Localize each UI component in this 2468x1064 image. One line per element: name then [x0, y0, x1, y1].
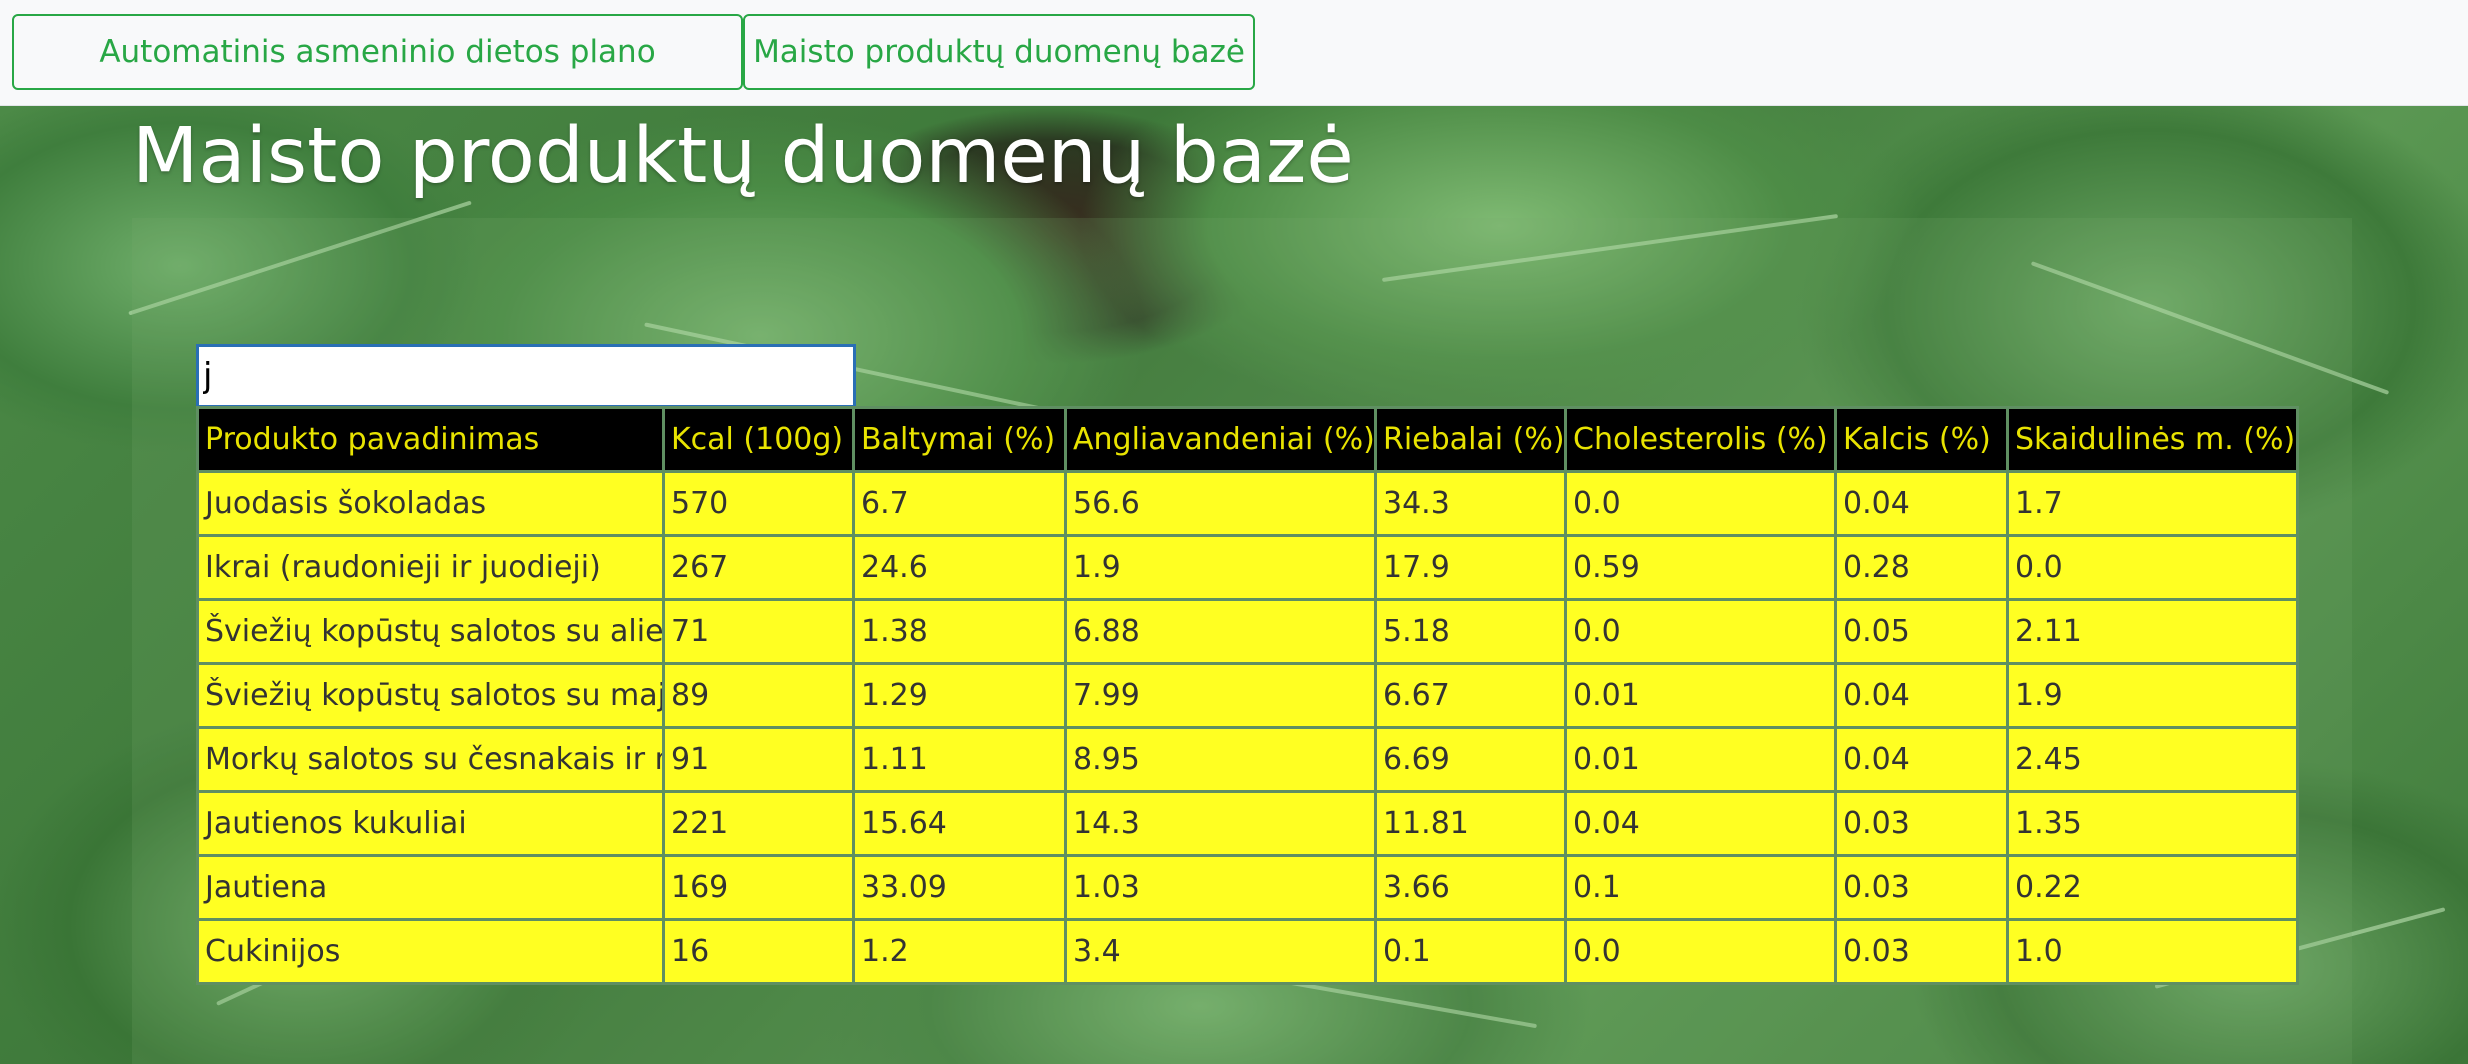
cell-cholesterol: 0.59: [1564, 534, 1837, 601]
cell-product-name: Ikrai (raudonieji ir juodieji): [196, 534, 665, 601]
column-header-carbs[interactable]: Angliavandeniai (%): [1064, 406, 1377, 473]
column-header-calcium[interactable]: Kalcis (%): [1834, 406, 2009, 473]
table-row[interactable]: Jautienos kukuliai 221 15.64 14.3 11.81 0.04 0…: [196, 790, 2299, 857]
cell-protein: 33.09: [852, 854, 1067, 921]
cell-cholesterol: 0.0: [1564, 918, 1837, 985]
table-row[interactable]: Morkų salotos su česnakais ir majonezu91…: [196, 726, 2299, 793]
cell-carbs: 6.88: [1064, 598, 1377, 665]
cell-protein: 15.64: [852, 790, 1067, 857]
page-title: Maisto produktų duomenų bazė: [132, 112, 1354, 201]
cell-calcium: 0.05: [1834, 598, 2009, 665]
cell-protein: 6.7: [852, 470, 1067, 537]
cell-carbs: 56.6: [1064, 470, 1377, 537]
table-row[interactable]: Jautiena 169 33.09 1.03 3.66 0.1 0.03 0.22: [196, 854, 2299, 921]
cell-kcal: 221: [662, 790, 855, 857]
cell-protein: 1.38: [852, 598, 1067, 665]
cell-fat: 3.66: [1374, 854, 1567, 921]
cell-fiber: 1.0: [2006, 918, 2299, 985]
cell-calcium: 0.04: [1834, 470, 2009, 537]
cell-kcal: 16: [662, 918, 855, 985]
cell-fiber: 2.11: [2006, 598, 2299, 665]
cell-calcium: 0.28: [1834, 534, 2009, 601]
cell-fiber: 0.0: [2006, 534, 2299, 601]
cell-cholesterol: 0.1: [1564, 854, 1837, 921]
cell-carbs: 7.99: [1064, 662, 1377, 729]
cell-protein: 1.11: [852, 726, 1067, 793]
cell-fat: 6.67: [1374, 662, 1567, 729]
table-body: Juodasis šokoladas 570 6.7 56.6 34.3 0.0 0.04 1…: [196, 470, 2299, 985]
column-header-kcal[interactable]: Kcal (100g): [662, 406, 855, 473]
cell-calcium: 0.03: [1834, 918, 2009, 985]
cell-product-name: Jautienos kukuliai: [196, 790, 665, 857]
cell-carbs: 8.95: [1064, 726, 1377, 793]
cell-fat: 0.1: [1374, 918, 1567, 985]
table-row[interactable]: Ikrai (raudonieji ir juodieji) 267 24.6 1.9…: [196, 534, 2299, 601]
cell-product-name: Jautiena: [196, 854, 665, 921]
cell-fiber: 0.22: [2006, 854, 2299, 921]
cell-fat: 6.69: [1374, 726, 1567, 793]
table-header-row: Produkto pavadinimas Kcal (100g) Baltymai …: [196, 406, 2299, 473]
cell-cholesterol: 0.0: [1564, 470, 1837, 537]
column-header-protein[interactable]: Baltymai (%): [852, 406, 1067, 473]
cell-kcal: 89: [662, 662, 855, 729]
cell-kcal: 570: [662, 470, 855, 537]
cell-fat: 11.81: [1374, 790, 1567, 857]
cell-cholesterol: 0.01: [1564, 662, 1837, 729]
cell-fiber: 1.7: [2006, 470, 2299, 537]
nav-button-diet-plan[interactable]: Automatinis asmeninio dietos plano sudar…: [12, 14, 743, 142]
cell-kcal: 71: [662, 598, 855, 665]
cell-kcal: 169: [662, 854, 855, 921]
products-table: Produkto pavadinimas Kcal (100g) Baltymai …: [196, 406, 2299, 985]
cell-fiber: 1.9: [2006, 662, 2299, 729]
search-input[interactable]: [196, 344, 856, 408]
cell-calcium: 0.04: [1834, 726, 2009, 793]
table-row[interactable]: Cukinijos 16 1.2 3.4 0.1 0.0 0.03 1.0: [196, 918, 2299, 985]
cell-cholesterol: 0.0: [1564, 598, 1837, 665]
cell-product-name: Šviežių kopūstų salotos su majonezu: [196, 662, 665, 729]
cell-cholesterol: 0.01: [1564, 726, 1837, 793]
navbar: Automatinis asmeninio dietos plano sudar…: [0, 0, 2468, 142]
cell-fiber: 2.45: [2006, 726, 2299, 793]
cell-carbs: 14.3: [1064, 790, 1377, 857]
cell-kcal: 91: [662, 726, 855, 793]
table-row[interactable]: Šviežių kopūstų salotos su aliejumi711.3…: [196, 598, 2299, 665]
cell-fat: 34.3: [1374, 470, 1567, 537]
column-header-cholesterol[interactable]: Cholesterolis (%): [1564, 406, 1837, 473]
cell-product-name: Juodasis šokoladas: [196, 470, 665, 537]
nav-button-food-database[interactable]: Maisto produktų duomenų bazė: [743, 14, 1255, 90]
cell-product-name: Cukinijos: [196, 918, 665, 985]
column-header-fiber[interactable]: Skaidulinės m. (%): [2006, 406, 2299, 473]
cell-fat: 17.9: [1374, 534, 1567, 601]
cell-protein: 24.6: [852, 534, 1067, 601]
column-header-fat[interactable]: Riebalai (%): [1374, 406, 1567, 473]
cell-carbs: 1.03: [1064, 854, 1377, 921]
cell-fat: 5.18: [1374, 598, 1567, 665]
cell-fiber: 1.35: [2006, 790, 2299, 857]
cell-product-name: Šviežių kopūstų salotos su aliejumi: [196, 598, 665, 665]
cell-product-name: Morkų salotos su česnakais ir majonezu: [196, 726, 665, 793]
table-row[interactable]: Juodasis šokoladas 570 6.7 56.6 34.3 0.0 0.04 1…: [196, 470, 2299, 537]
cell-carbs: 1.9: [1064, 534, 1377, 601]
column-header-product-name[interactable]: Produkto pavadinimas: [196, 406, 665, 473]
cell-kcal: 267: [662, 534, 855, 601]
table-row[interactable]: Šviežių kopūstų salotos su majonezu891.2…: [196, 662, 2299, 729]
cell-cholesterol: 0.04: [1564, 790, 1837, 857]
cell-carbs: 3.4: [1064, 918, 1377, 985]
cell-calcium: 0.04: [1834, 662, 2009, 729]
cell-calcium: 0.03: [1834, 790, 2009, 857]
cell-protein: 1.29: [852, 662, 1067, 729]
cell-calcium: 0.03: [1834, 854, 2009, 921]
cell-protein: 1.2: [852, 918, 1067, 985]
